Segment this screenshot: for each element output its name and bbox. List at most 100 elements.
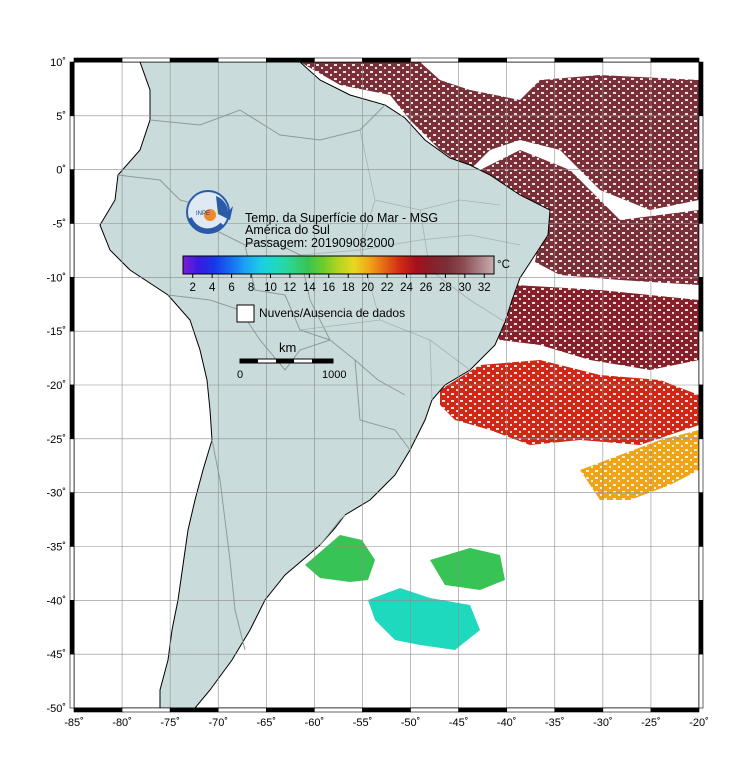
colorbar-tick-label: 10	[264, 282, 277, 294]
longitude-tick-label: -25˚	[641, 717, 661, 729]
colorbar-ticks: 2 4 6 8 10 12 14 16 18 20 22 24 26 28 30 32	[190, 274, 491, 294]
longitude-tick-label: -75˚	[160, 717, 180, 729]
scale-bar-start: 0	[237, 369, 243, 381]
latitude-tick-label: -35˚	[46, 542, 66, 554]
latitude-tick-label: -40˚	[46, 595, 66, 607]
longitude-tick-label: -55˚	[353, 717, 373, 729]
colorbar-tick-label: 4	[209, 282, 216, 294]
frame-segment	[69, 115, 75, 170]
latitude-tick-label: -5˚	[53, 219, 66, 231]
svg-text:INPE: INPE	[196, 211, 210, 217]
frame-segment	[602, 57, 652, 63]
longitude-tick-label: -40˚	[497, 717, 517, 729]
inpe-logo: INPE	[186, 190, 233, 234]
sst-region-east-patch	[430, 548, 505, 590]
latitude-tick-label: -25˚	[46, 434, 66, 446]
frame-segment	[554, 707, 604, 713]
frame-segment	[69, 169, 75, 224]
colorbar-tick-label: 16	[322, 282, 335, 294]
scale-bar-end: 1000	[322, 369, 346, 381]
no-data-swatch	[236, 304, 255, 323]
colorbar-tick-label: 28	[439, 282, 452, 294]
frame-segment	[217, 707, 267, 713]
frame-segment	[698, 438, 704, 493]
latitude-tick-label: -20˚	[46, 380, 66, 392]
frame-segment	[69, 277, 75, 332]
colorbar-tick-label: 30	[458, 282, 471, 294]
colorbar-tick-label: 24	[400, 282, 413, 294]
frame-segment	[69, 61, 75, 117]
longitude-tick-label: -50˚	[401, 717, 421, 729]
colorbar-tick-label: 26	[420, 282, 433, 294]
title-line-2: América do Sul	[245, 223, 330, 237]
frame-segment	[73, 57, 123, 63]
frame-segment	[698, 492, 704, 547]
colorbar-unit: °C	[497, 259, 510, 271]
longitude-tick-label: -60˚	[305, 717, 325, 729]
colorbar-tick-label: 22	[381, 282, 394, 294]
frame-segment	[121, 707, 171, 713]
colorbar-tick-label: 2	[190, 282, 196, 294]
longitude-tick-label: -35˚	[545, 717, 565, 729]
colorbar-tick-label: 8	[248, 282, 254, 294]
longitude-tick-label: -85˚	[64, 717, 84, 729]
frame-segment	[602, 707, 652, 713]
frame-segment	[554, 57, 604, 63]
frame-segment	[410, 57, 459, 63]
frame-segment	[362, 707, 411, 713]
longitude-tick-label: -65˚	[257, 717, 277, 729]
frame-segment	[698, 223, 704, 278]
frame-segment	[410, 707, 459, 713]
frame-segment	[698, 600, 704, 655]
frame-segment	[69, 223, 75, 278]
frame-segment	[69, 653, 75, 709]
frame-segment	[506, 57, 556, 63]
frame-segment	[698, 277, 704, 332]
frame-segment	[698, 61, 704, 117]
longitude-tick-label: -30˚	[593, 717, 613, 729]
latitude-tick-label: -50˚	[46, 703, 66, 715]
frame-segment	[698, 384, 704, 440]
colorbar-tick-label: 6	[228, 282, 234, 294]
latitude-tick-label: -15˚	[46, 326, 66, 338]
no-data-label: Nuvens/Ausencia de dados	[259, 306, 405, 320]
frame-segment	[121, 57, 171, 63]
frame-segment	[266, 707, 315, 713]
frame-segment	[69, 330, 75, 386]
frame-segment	[169, 57, 219, 63]
frame-segment	[650, 57, 700, 63]
colorbar-tick-label: 32	[478, 282, 491, 294]
colorbar-tick-label: 14	[303, 282, 316, 294]
colorbar-tick-label: 20	[361, 282, 374, 294]
latitude-tick-label: -45˚	[46, 649, 66, 661]
longitude-tick-label: -20˚	[689, 717, 709, 729]
latitude-tick-label: 10˚	[50, 57, 66, 69]
frame-segment	[73, 707, 123, 713]
frame-segment	[698, 330, 704, 386]
latitude-tick-label: -10˚	[46, 272, 66, 284]
frame-segment	[698, 653, 704, 709]
frame-segment	[506, 707, 556, 713]
frame-segment	[69, 600, 75, 655]
frame-segment	[650, 707, 700, 713]
frame-segment	[217, 57, 267, 63]
frame-segment	[266, 57, 315, 63]
frame-segment	[698, 546, 704, 601]
title-line-3: Passagem: 201909082000	[245, 236, 394, 250]
latitude-tick-label: 5˚	[56, 111, 66, 123]
frame-segment	[69, 384, 75, 440]
longitude-tick-label: -45˚	[449, 717, 469, 729]
colorbar-tick-label: 18	[342, 282, 355, 294]
frame-segment	[69, 546, 75, 601]
longitude-tick-label: -80˚	[112, 717, 132, 729]
scale-bar-unit: km	[279, 340, 296, 355]
latitude-tick-label: -30˚	[46, 488, 66, 500]
frame-segment	[698, 169, 704, 224]
frame-segment	[362, 57, 411, 63]
longitude-tick-label: -70˚	[208, 717, 228, 729]
frame-segment	[698, 115, 704, 170]
longitude-tick-labels: -85˚ -80˚ -75˚ -70˚ -65˚ -60˚ -55˚ -50˚ -45˚ -40˚…	[64, 717, 709, 729]
frame-segment	[458, 707, 507, 713]
frame-segment	[69, 438, 75, 493]
title-line-1: Temp. da Superfície do Mar - MSG	[245, 211, 438, 225]
